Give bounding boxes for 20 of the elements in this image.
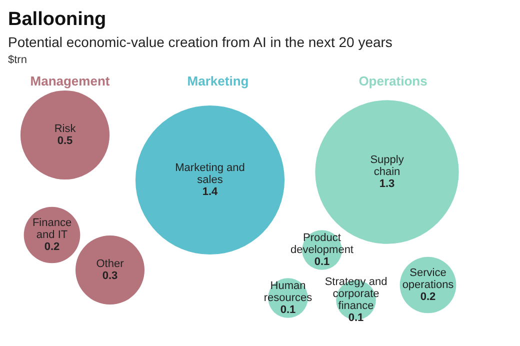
data-label: 0.1 (314, 256, 330, 268)
data-label: 1.4 (202, 186, 219, 198)
data-label: 0.1 (280, 304, 296, 316)
data-label: 0.2 (420, 291, 436, 304)
text: Ballooning (8, 8, 108, 32)
text: Potential economic-value creation from AI in the next 20 years (8, 33, 394, 52)
category-label: Supply chain (370, 154, 404, 178)
data-label: 0.5 (57, 135, 73, 148)
category-label: Service operations (402, 267, 454, 292)
data-label: 1.3 (379, 178, 395, 190)
text: $trn (8, 53, 28, 68)
data-label: 0.2 (44, 241, 60, 254)
category-label: Other (96, 258, 124, 270)
category-label: Finance and IT (32, 217, 72, 242)
category-label: Marketing and sales (175, 162, 245, 186)
series-label: Marketing (187, 74, 249, 89)
category-label: Risk (54, 123, 76, 136)
series-label: Management (30, 74, 110, 89)
data-label: 0.3 (102, 270, 118, 282)
series-label: Operations (358, 74, 428, 89)
